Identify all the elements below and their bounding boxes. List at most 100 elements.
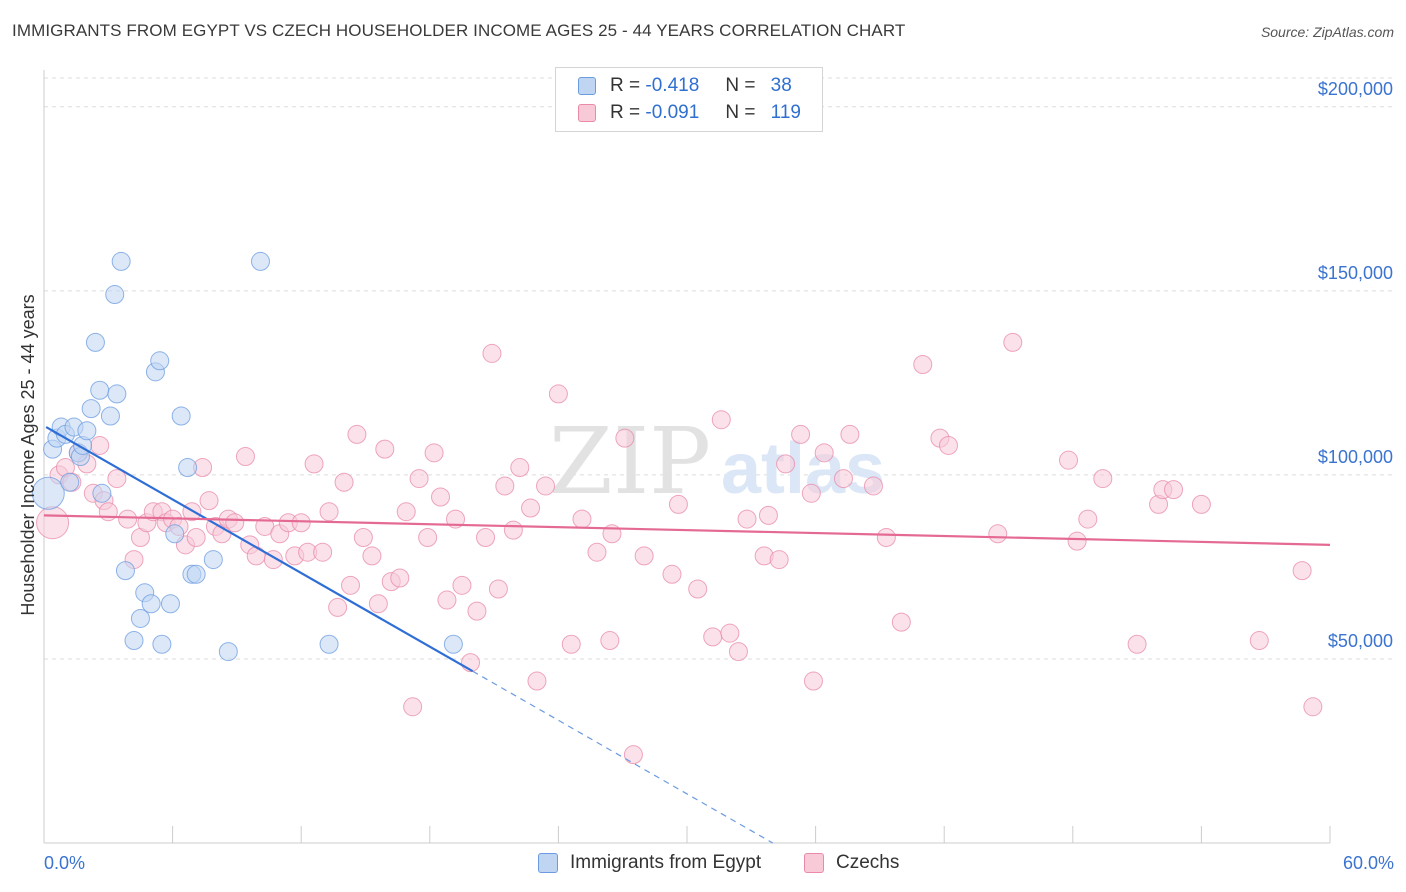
czechs-point xyxy=(1292,561,1312,581)
chart-title: IMMIGRANTS FROM EGYPT VS CZECH HOUSEHOLD… xyxy=(12,21,906,40)
egypt-point xyxy=(105,285,125,305)
czechs-point xyxy=(791,424,811,444)
czechs-point xyxy=(572,509,592,529)
czechs-point xyxy=(561,634,581,654)
y-tick-label: $200,000 xyxy=(1318,79,1393,99)
legend-item-czechs[interactable]: Czechs xyxy=(804,852,899,874)
egypt-point xyxy=(115,561,135,581)
egypt-point xyxy=(152,634,172,654)
egypt-point xyxy=(124,631,144,651)
egypt-point xyxy=(100,406,120,426)
egypt-point xyxy=(77,421,97,441)
watermark: ZIP atlas xyxy=(549,408,885,515)
legend-label-czechs: Czechs xyxy=(836,852,900,873)
r-value: -0.091 xyxy=(645,102,700,123)
czechs-point xyxy=(536,476,556,496)
egypt-point xyxy=(160,594,180,614)
czechs-point xyxy=(1059,450,1079,470)
czechs-point xyxy=(476,527,496,547)
czechs-point xyxy=(1003,332,1023,352)
czechs-point xyxy=(662,564,682,584)
czechs-point xyxy=(615,428,635,448)
x-tick-labels: 0.0% 60.0% xyxy=(44,853,1394,873)
czechs-point xyxy=(36,506,70,540)
czechs-point xyxy=(840,424,860,444)
czechs-point xyxy=(452,575,472,595)
egypt-point xyxy=(92,483,112,503)
czechs-point xyxy=(703,627,723,647)
czechs-point xyxy=(409,469,429,489)
axes xyxy=(43,70,1331,844)
czechs-point xyxy=(1067,531,1087,551)
czechs-point xyxy=(668,494,688,514)
czechs-point xyxy=(720,623,740,643)
egypt-point xyxy=(186,564,206,584)
czechs-point xyxy=(758,505,778,525)
egypt-legend-swatch xyxy=(538,853,558,873)
czechs-point xyxy=(313,542,333,562)
czechs-point xyxy=(988,524,1008,544)
czechs-point xyxy=(437,590,457,610)
czechs-point xyxy=(291,513,311,533)
czechs-trend-line xyxy=(43,514,1331,546)
czechs-point xyxy=(353,527,373,547)
grid-lines xyxy=(44,77,1395,660)
stats-legend-row-czechs: R = -0.091 N = 119 xyxy=(578,100,801,126)
czechs-point xyxy=(403,697,423,717)
czechs-point xyxy=(246,546,266,566)
y-axis-label: Householder Income Ages 25 - 44 years xyxy=(18,294,38,615)
egypt-points xyxy=(31,251,463,662)
czechs-legend-swatch xyxy=(804,853,824,873)
czechs-point xyxy=(521,498,541,518)
czechs-point xyxy=(1249,631,1269,651)
czechs-point xyxy=(467,601,487,621)
egypt-point xyxy=(130,608,150,628)
czechs-point xyxy=(1127,634,1147,654)
egypt-point xyxy=(178,458,198,478)
czechs-point xyxy=(304,454,324,474)
egypt-point xyxy=(165,524,185,544)
egypt-point xyxy=(111,251,131,271)
czechs-point xyxy=(90,435,110,455)
legend-item-egypt[interactable]: Immigrants from Egypt xyxy=(538,852,761,874)
egypt-point xyxy=(85,332,105,352)
watermark-zip: ZIP xyxy=(549,408,711,515)
r-label: R = xyxy=(610,75,641,96)
czechs-point xyxy=(390,568,410,588)
czechs-point xyxy=(769,550,789,570)
czechs-point xyxy=(418,527,438,547)
czechs-point xyxy=(431,487,451,507)
czechs-point xyxy=(225,513,245,533)
czechs-point xyxy=(833,469,853,489)
n-value: 119 xyxy=(770,102,801,123)
czechs-point xyxy=(711,410,731,430)
czechs-point xyxy=(688,579,708,599)
egypt-point xyxy=(203,550,223,570)
egypt-point xyxy=(218,642,238,662)
czechs-point xyxy=(334,472,354,492)
czechs-point xyxy=(347,424,367,444)
x-tick-label-max: 60.0% xyxy=(1343,853,1394,873)
czechs-point xyxy=(803,671,823,691)
czechs-point xyxy=(118,509,138,529)
y-tick-label: $150,000 xyxy=(1318,263,1393,283)
czechs-point xyxy=(863,476,883,496)
egypt-point xyxy=(171,406,191,426)
czechs-point xyxy=(495,476,515,496)
czechs-point xyxy=(396,502,416,522)
n-value: 38 xyxy=(770,75,792,96)
czechs-point xyxy=(362,546,382,566)
legend-label-egypt: Immigrants from Egypt xyxy=(570,852,762,873)
egypt-point xyxy=(250,251,270,271)
czechs-point xyxy=(368,594,388,614)
egypt-point xyxy=(319,634,339,654)
stats-legend: R = -0.418 N = 38 R = -0.091 N = 119 xyxy=(555,67,823,132)
czechs-point xyxy=(510,458,530,478)
czechs-point xyxy=(801,483,821,503)
czechs-point xyxy=(938,435,958,455)
egypt-trend-extension xyxy=(472,670,774,844)
n-label: N = xyxy=(725,75,756,96)
czechs-swatch xyxy=(578,104,596,122)
czechs-point xyxy=(340,575,360,595)
czechs-point xyxy=(488,579,508,599)
